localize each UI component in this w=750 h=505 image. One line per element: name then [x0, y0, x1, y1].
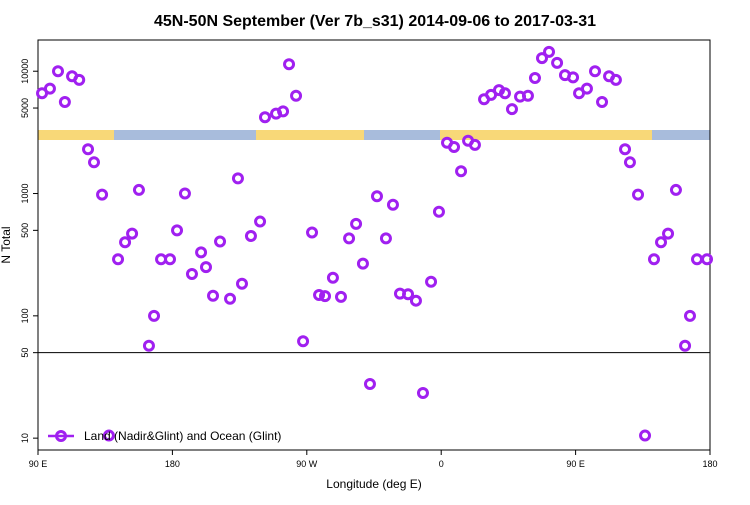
data-point: [505, 103, 518, 116]
data-point: [543, 45, 556, 58]
data-point: [88, 156, 100, 169]
data-point: [356, 257, 369, 270]
data-point: [379, 232, 392, 245]
data-point: [200, 261, 212, 274]
data-point: [623, 156, 636, 169]
data-point: [119, 236, 132, 249]
data-point: [343, 232, 356, 245]
data-point: [498, 87, 511, 100]
land-ocean-strip: [38, 130, 710, 140]
legend-label: Land (Nadir&Glint) and Ocean (Glint): [84, 429, 281, 443]
data-point: [313, 289, 326, 302]
chart-title: 45N-50N September (Ver 7b_s31) 2014-09-0…: [154, 13, 596, 30]
data-point: [185, 267, 198, 280]
data-point: [691, 253, 704, 266]
data-point: [254, 215, 267, 228]
x-tick-label: 90 W: [296, 459, 318, 469]
y-tick-label: 10: [20, 433, 30, 443]
data-point: [386, 198, 399, 211]
data-point: [96, 188, 109, 201]
data-point: [112, 253, 125, 266]
y-tick-label: 5000: [20, 98, 30, 118]
data-point: [455, 165, 468, 178]
data-point: [468, 138, 481, 151]
data-point: [370, 190, 383, 203]
data-point: [334, 290, 347, 303]
data-point: [207, 289, 220, 302]
data-point: [596, 96, 609, 109]
data-point: [306, 226, 319, 239]
x-tick-label: 90 E: [29, 459, 48, 469]
data-point: [258, 111, 271, 124]
data-point: [425, 275, 438, 288]
data-point: [244, 229, 257, 242]
data-point: [297, 335, 310, 348]
data-point: [52, 65, 65, 78]
data-point: [669, 183, 682, 196]
data-point: [82, 143, 95, 156]
data-point: [171, 224, 184, 237]
data-point: [448, 141, 461, 154]
data-point: [662, 227, 675, 240]
data-point: [231, 172, 244, 185]
data-point: [195, 246, 208, 259]
data-point: [609, 73, 622, 86]
y-tick-label: 500: [20, 223, 30, 238]
data-point: [521, 89, 534, 102]
data-point: [679, 339, 692, 352]
x-tick-label: 180: [165, 459, 180, 469]
data-point: [58, 96, 71, 109]
data-point: [214, 235, 227, 248]
data-point: [326, 271, 339, 284]
data-point: [319, 290, 332, 303]
data-point: [655, 236, 668, 249]
data-point: [290, 89, 303, 102]
y-tick-label: 1000: [20, 184, 30, 204]
x-tick-label: 90 E: [566, 459, 585, 469]
data-point: [551, 56, 564, 69]
data-point: [580, 82, 593, 95]
data-point: [73, 73, 86, 86]
y-axis-label: N Total: [0, 226, 13, 263]
data-point: [648, 253, 660, 266]
data-point: [224, 292, 237, 305]
data-point: [619, 143, 632, 156]
data-point: [632, 188, 645, 201]
data-point: [102, 429, 115, 442]
data-point: [277, 105, 290, 118]
data-point: [350, 217, 363, 230]
data-point: [148, 309, 161, 322]
y-tick-label: 100: [20, 308, 30, 323]
data-point: [363, 378, 376, 391]
y-tick-label: 10000: [20, 59, 30, 84]
data-point: [701, 253, 714, 266]
x-axis-label: Longitude (deg E): [326, 477, 421, 491]
data-point: [164, 253, 177, 266]
data-point: [235, 277, 248, 290]
x-tick-label: 0: [439, 459, 444, 469]
y-tick-label: 50: [20, 348, 30, 358]
data-point: [536, 52, 548, 65]
data-point: [589, 65, 602, 78]
data-point: [178, 187, 191, 200]
data-point: [567, 71, 580, 84]
data-point: [402, 288, 415, 301]
data-point: [43, 82, 56, 95]
data-point: [528, 72, 541, 85]
x-tick-label: 180: [702, 459, 717, 469]
data-point: [142, 339, 155, 352]
data-point: [416, 386, 429, 399]
data-point: [432, 205, 445, 218]
data-point: [409, 294, 422, 307]
data-point: [683, 309, 696, 322]
data-point: [283, 58, 296, 71]
plot-frame: [37, 39, 711, 451]
data-point: [639, 429, 652, 442]
legend-marker: [55, 430, 67, 442]
data-point: [126, 227, 139, 240]
data-point: [132, 183, 145, 196]
